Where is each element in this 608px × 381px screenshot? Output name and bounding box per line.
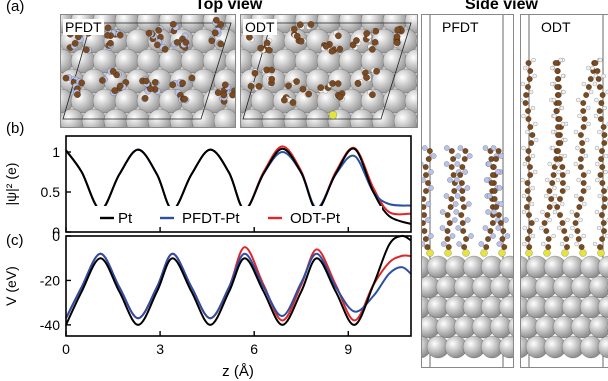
density-y-axis-label: |ψ|² (e) [3,163,19,206]
side-view-heading: Side view [465,0,538,13]
y-tick-label: 0 [52,230,60,244]
potential-chart: V (eV) -40 -20 0 0 3 6 9 z (Å) [3,230,412,380]
top-view-odt-render [241,15,417,127]
side-view-pfdt-render [422,15,513,367]
top-view-pfdt-label: PFDT [63,19,104,35]
series-line-pt [65,234,412,326]
top-view-odt-label: ODT [243,19,277,35]
top-view-heading: Top view [195,0,263,13]
panel-label-c: (c) [6,232,24,249]
top-view-pfdt-render [61,15,235,127]
panel-label-b: (b) [6,120,25,137]
density-chart: |ψ|² (e) 0 0.5 1 Pt PFDT-Pt ODT-Pt [3,135,412,234]
potential-x-axis-label: z (Å) [222,363,254,380]
series-line-pt [65,147,412,225]
potential-plot-frame [65,235,412,337]
y-tick-label: 0.5 [41,184,61,200]
legend-background [92,206,382,226]
x-tick-label: 3 [156,341,164,357]
legend-entry: PFDT-Pt [182,210,240,227]
side-view-odt-image: ODT [520,14,608,368]
side-view-pfdt-label: PFDT [440,19,481,35]
y-tick-label: 1 [52,144,60,160]
x-tick-label: 0 [62,341,70,357]
x-tick-label: 6 [250,341,258,357]
side-view-odt-render [521,15,608,367]
y-tick-label: -20 [40,272,60,288]
density-plot-frame [65,135,412,233]
x-tick-label: 9 [344,341,352,357]
series-line-pfdt-pt [65,252,412,320]
top-view-odt-image: ODT [240,14,418,128]
potential-y-axis-label: V (eV) [3,266,19,306]
y-tick-label: -40 [40,317,60,333]
side-view-odt-label: ODT [539,19,573,35]
legend-entry: ODT-Pt [290,210,341,227]
y-tick-label: 0 [52,224,60,234]
legend-entry: Pt [118,210,133,227]
side-view-pfdt-image: PFDT [421,14,514,368]
top-view-pfdt-image: PFDT [60,14,236,128]
panel-label-a: (a) [6,0,25,15]
